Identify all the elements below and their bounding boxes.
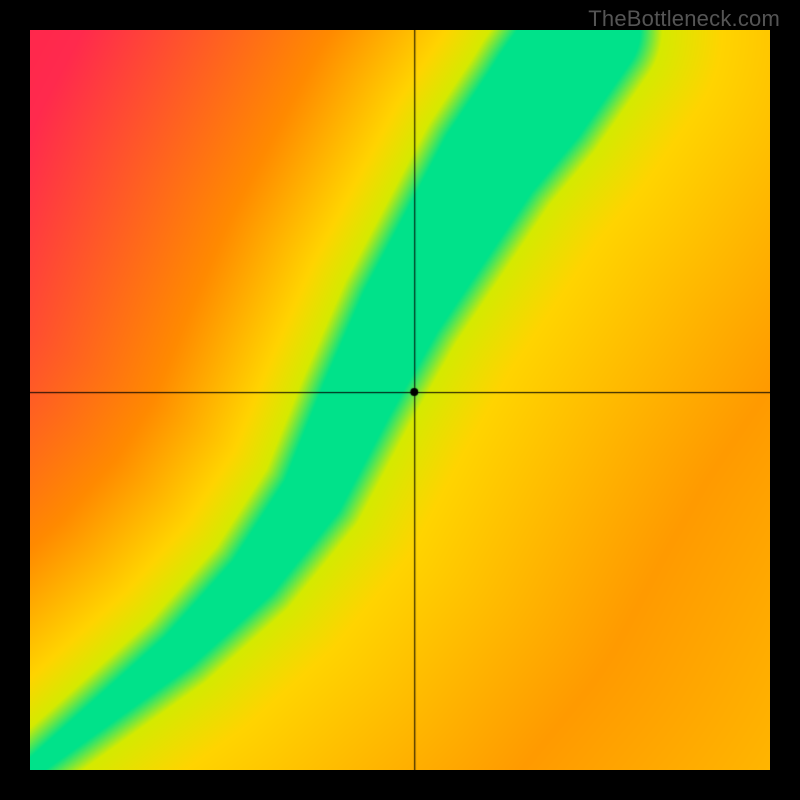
heatmap-plot xyxy=(30,30,770,770)
watermark-text: TheBottleneck.com xyxy=(588,6,780,32)
heatmap-canvas xyxy=(30,30,770,770)
